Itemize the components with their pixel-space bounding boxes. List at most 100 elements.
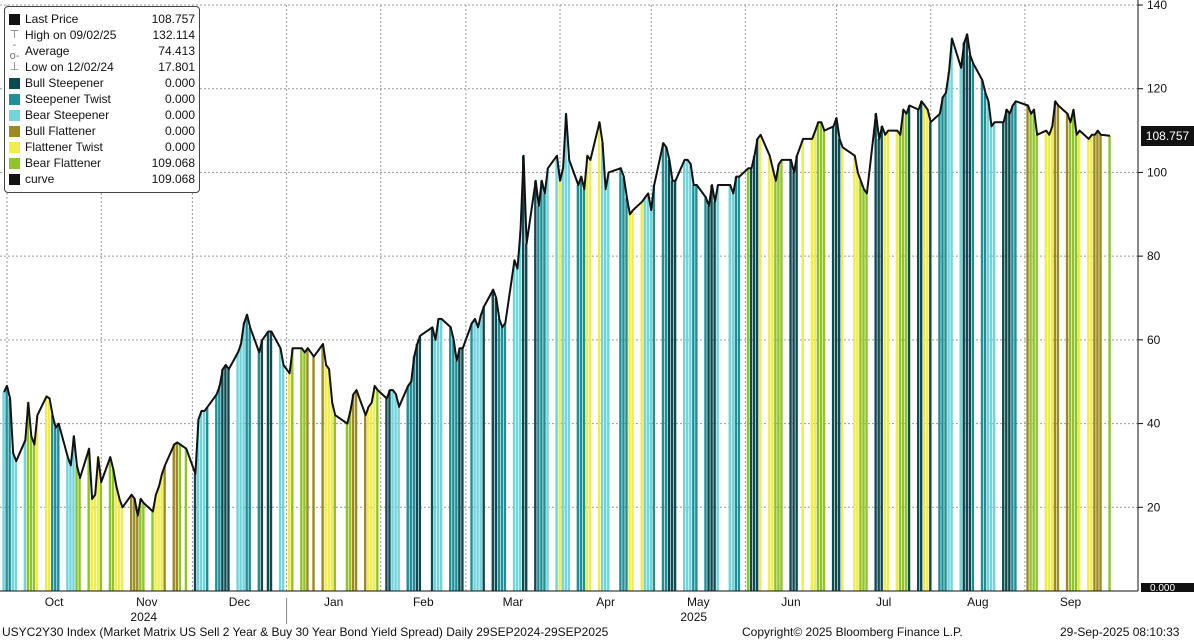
regime-bar (862, 189, 865, 591)
regime-bar (54, 427, 57, 591)
regime-bar (731, 193, 735, 591)
regime-bar (795, 155, 798, 591)
regime-bar (561, 168, 564, 591)
regime-bar (540, 180, 543, 592)
regime-bar (877, 138, 880, 591)
legend-label: Average (25, 44, 70, 58)
legend-swatch-icon (9, 77, 20, 89)
legend-item: curve 109.068 (9, 171, 195, 187)
regime-bar (1050, 126, 1054, 591)
regime-bar (78, 477, 81, 591)
legend-swatch-icon (9, 93, 20, 105)
regime-bar (172, 444, 175, 591)
regime-bar (224, 364, 227, 591)
legend-item: ⊤ High on 09/02/25 132.114 (9, 27, 195, 43)
regime-bar (546, 168, 549, 591)
regime-bar (576, 184, 580, 591)
regime-bar (834, 118, 838, 591)
legend-value: 74.413 (158, 44, 195, 58)
regime-bar (856, 172, 859, 591)
regime-bar (470, 323, 473, 591)
low-marker-icon: ⊥ (9, 60, 20, 73)
y-tick-label: 100 (1147, 165, 1167, 179)
regime-bar (929, 122, 932, 591)
regime-bar (303, 352, 306, 591)
regime-bar (418, 335, 422, 591)
x-month-label: Sep (1060, 595, 1082, 609)
regime-bar (160, 473, 163, 591)
regime-bar (476, 327, 479, 591)
regime-bar (406, 385, 409, 591)
regime-bar (1002, 122, 1005, 591)
regime-bar (2, 392, 5, 591)
regime-bar (482, 306, 485, 591)
regime-bar (704, 197, 707, 592)
legend-label: High on 09/02/25 (25, 28, 117, 42)
regime-bar (692, 184, 695, 591)
x-month-label: Jun (781, 595, 800, 609)
regime-bar (99, 482, 103, 591)
legend-swatch-icon (9, 13, 20, 25)
x-year-label: 2025 (680, 610, 707, 624)
footer-timestamp: 29-Sep-2025 08:10:33 (1060, 625, 1180, 639)
regime-bar (853, 155, 856, 591)
legend-label: Bear Steepener (25, 108, 110, 122)
regime-bar (479, 314, 482, 591)
regime-bar (777, 164, 780, 592)
regime-bar (163, 465, 166, 591)
legend-label: Bull Steepener (25, 76, 104, 90)
regime-bar (269, 331, 273, 591)
regime-bar (205, 406, 209, 591)
regime-bar (780, 159, 783, 591)
regime-bar (391, 390, 394, 591)
regime-bar (503, 323, 507, 591)
regime-bar (218, 385, 221, 591)
regime-bar (1056, 105, 1060, 591)
regime-bar (199, 411, 203, 591)
regime-bar (1053, 101, 1057, 592)
regime-bar (865, 193, 868, 591)
regime-bar (455, 360, 458, 591)
regime-bar (622, 176, 625, 591)
regime-bar (5, 385, 8, 591)
high-marker-icon: ⊤ (9, 28, 20, 41)
regime-bar (35, 415, 39, 591)
regime-bar (51, 415, 54, 591)
regime-bar (248, 327, 251, 591)
regime-bar (907, 105, 911, 591)
regime-bar (801, 138, 804, 591)
regime-bar (1099, 134, 1102, 591)
regime-bar (373, 385, 376, 591)
regime-bar (215, 394, 218, 591)
regime-bar (923, 105, 926, 591)
regime-bar (236, 352, 239, 591)
regime-bar (579, 176, 583, 591)
regime-bar (142, 503, 145, 591)
regime-bar (96, 457, 99, 591)
regime-bar (14, 461, 17, 591)
regime-bar (178, 444, 182, 591)
regime-bar (345, 423, 349, 591)
regime-bar (944, 92, 947, 592)
regime-bar (1093, 134, 1096, 591)
legend-item: Flattener Twist 0.000 (9, 139, 195, 155)
regime-bar (619, 168, 622, 591)
regime-bar (136, 515, 139, 591)
legend-label: Bear Flattener (25, 156, 102, 170)
regime-bar (114, 486, 118, 591)
regime-bar (300, 348, 303, 591)
regime-bar (157, 486, 160, 591)
regime-bar (661, 143, 665, 591)
regime-bar (728, 184, 731, 591)
regime-bar (26, 402, 30, 591)
regime-bar (415, 344, 419, 591)
regime-bar (497, 318, 501, 591)
regime-bar (898, 134, 902, 591)
regime-bar (971, 63, 975, 592)
regime-bar (895, 130, 899, 592)
regime-bar (758, 134, 762, 591)
regime-bar (1096, 130, 1099, 592)
regime-bar (822, 130, 826, 592)
regime-bar (394, 394, 397, 591)
